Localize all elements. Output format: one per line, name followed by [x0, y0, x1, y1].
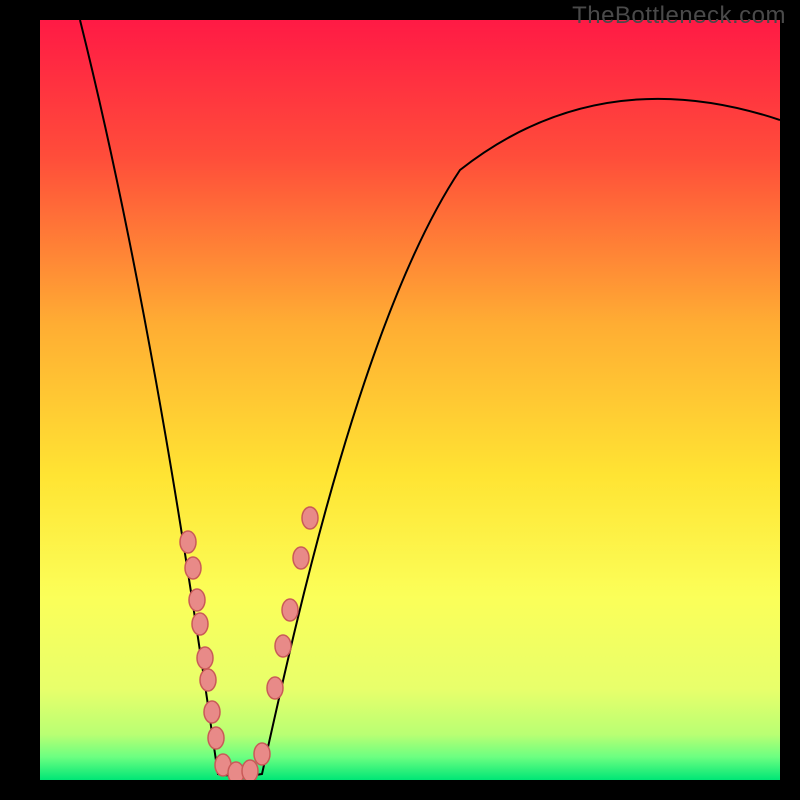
data-marker — [267, 677, 283, 699]
data-marker — [302, 507, 318, 529]
data-marker — [185, 557, 201, 579]
data-marker — [254, 743, 270, 765]
chart-frame: TheBottleneck.com — [0, 0, 800, 800]
data-marker — [192, 613, 208, 635]
data-marker — [180, 531, 196, 553]
data-marker — [208, 727, 224, 749]
data-marker — [275, 635, 291, 657]
data-marker — [293, 547, 309, 569]
data-marker — [200, 669, 216, 691]
data-marker — [282, 599, 298, 621]
data-marker — [204, 701, 220, 723]
data-marker — [197, 647, 213, 669]
data-marker — [189, 589, 205, 611]
bottleneck-curve-plot — [40, 20, 780, 780]
watermark-label: TheBottleneck.com — [572, 2, 786, 30]
plot-background — [40, 20, 780, 780]
data-marker — [242, 760, 258, 780]
